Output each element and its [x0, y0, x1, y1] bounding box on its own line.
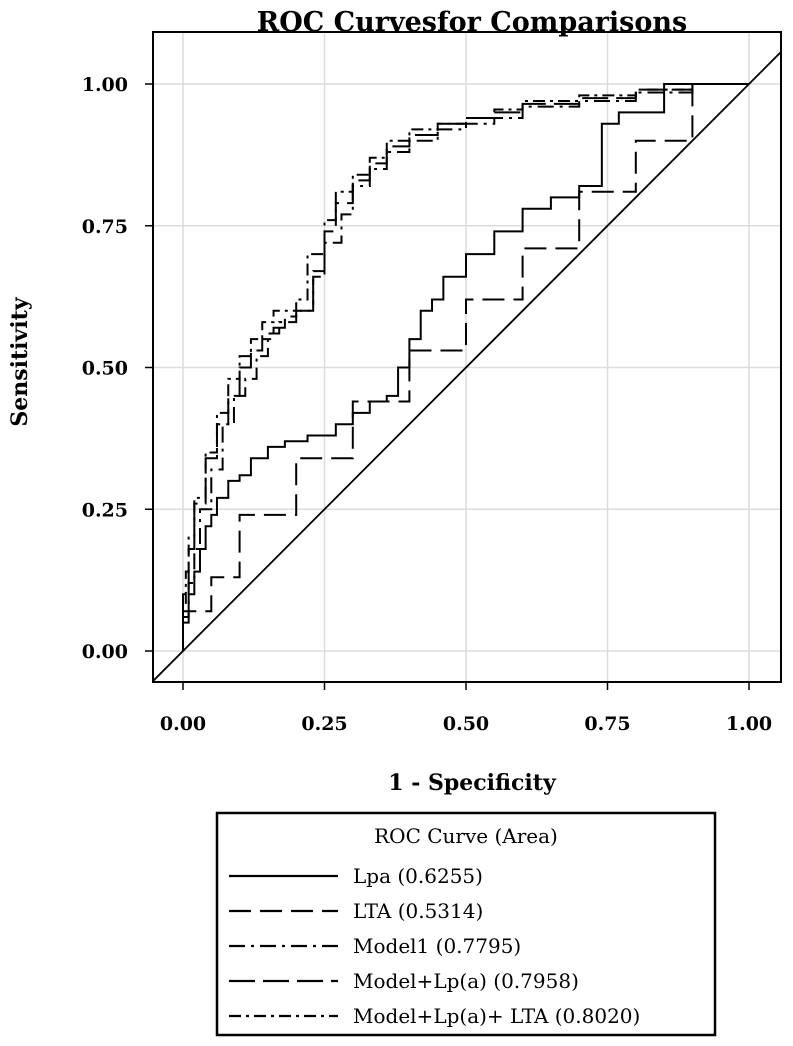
x-axis-ticks: 0.00 0.25 0.50 0.75 1.00: [160, 682, 772, 735]
reference-line: [152, 51, 782, 682]
roc-series-line: [182, 83, 749, 651]
legend-label: Model1 (0.7795): [353, 934, 521, 958]
y-tick-label: 0.75: [82, 216, 128, 238]
y-tick-label: 0.50: [82, 358, 128, 380]
y-tick-label: 0.00: [82, 641, 128, 663]
roc-series-line: [182, 83, 749, 651]
legend-box: [215, 811, 717, 1037]
plot-frame: [152, 31, 782, 683]
legend-label: Model+Lp(a) (0.7958): [353, 969, 579, 993]
y-axis-ticks: 0.00 0.25 0.50 0.75 1.00: [82, 74, 153, 663]
x-tick-label: 0.75: [584, 713, 630, 735]
x-tick-label: 1.00: [726, 713, 772, 735]
y-tick-label: 1.00: [82, 74, 128, 96]
x-tick-label: 0.25: [301, 713, 347, 735]
chart-title: ROC Curvesfor Comparisons: [257, 7, 687, 38]
legend-label: Model+Lp(a)+ LTA (0.8020): [353, 1004, 640, 1028]
y-tick-label: 0.25: [82, 499, 128, 521]
roc-series-line: [182, 83, 749, 651]
x-tick-label: 0.50: [443, 713, 489, 735]
roc-series-line: [182, 83, 749, 651]
reference-diagonal: [152, 51, 782, 682]
legend-title: ROC Curve (Area): [374, 824, 558, 848]
legend-label: Lpa (0.6255): [353, 864, 483, 888]
legend-label: LTA (0.5314): [353, 899, 483, 923]
x-tick-label: 0.00: [160, 713, 206, 735]
legend-items: Lpa (0.6255) LTA (0.5314) Model1 (0.7795) M…: [229, 864, 640, 1028]
x-axis-label: 1 - Specificity: [388, 770, 557, 796]
y-axis-label: Sensitivity: [7, 296, 33, 426]
legend: ROC Curve (Area) Lpa (0.6255) LTA (0.5314…: [215, 811, 717, 1037]
roc-curves: [182, 83, 749, 651]
